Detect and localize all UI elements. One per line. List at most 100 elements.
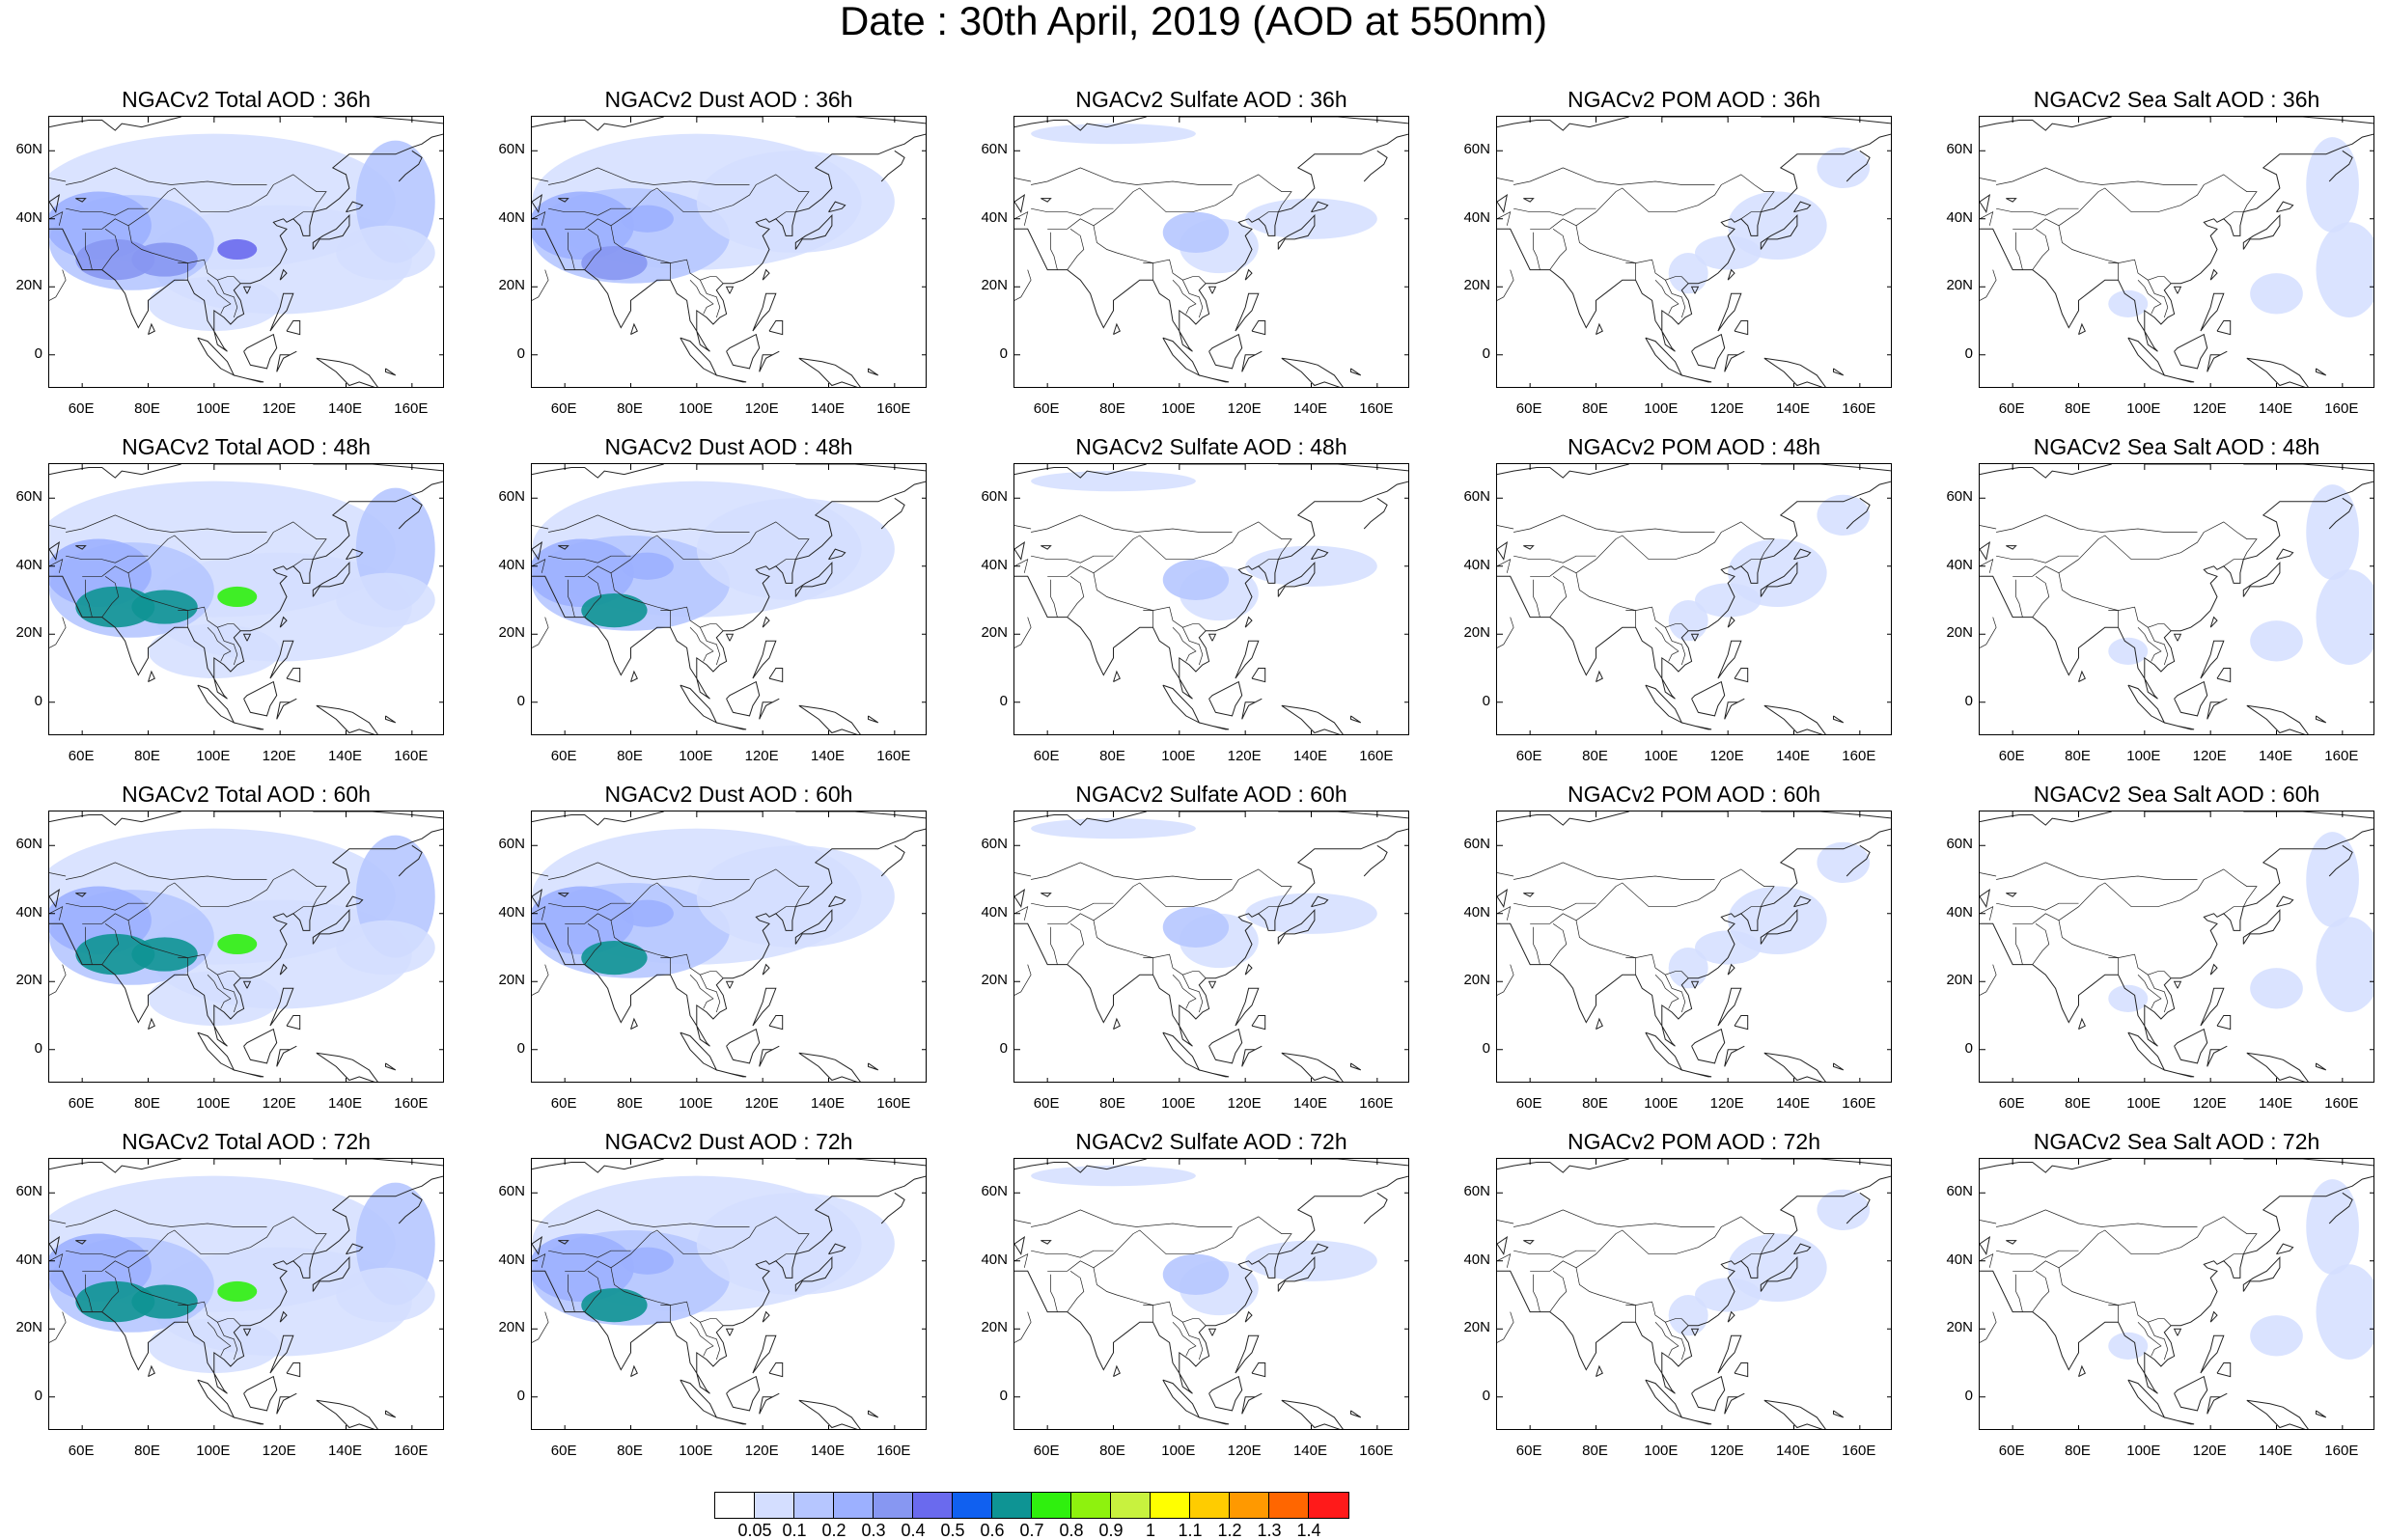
aod-region [581, 1287, 648, 1323]
country-border [2032, 576, 2050, 618]
country-border [565, 174, 810, 230]
country-border [699, 280, 721, 318]
lat-label: 40N [1946, 208, 1973, 226]
lat-label: 0 [1964, 1039, 1973, 1057]
lon-label: 120E [744, 400, 779, 417]
coastline [558, 893, 569, 897]
lon-label: 140E [2258, 1443, 2293, 1459]
panel-title: NGACv2 POM AOD : 36h [1567, 87, 1821, 112]
lat-label: 20N [1946, 624, 1973, 642]
lat-label: 20N [15, 624, 42, 642]
country-border [2058, 572, 2172, 631]
panel-title: NGACv2 Sulfate AOD : 60h [1075, 782, 1347, 807]
coastline [880, 150, 905, 182]
lon-label: 140E [1775, 1443, 1811, 1459]
country-border [610, 1267, 724, 1326]
map-panel-dust-48h: NGACv2 Dust AOD : 48h 60N 40N 20N 0 60E 80E 100… [483, 434, 965, 782]
lat-label: 20N [1463, 1319, 1490, 1336]
country-border [568, 232, 575, 270]
lon-label: 100E [196, 1095, 231, 1112]
country-border [1664, 1322, 1686, 1361]
country-border [127, 1267, 241, 1326]
coastline [2328, 497, 2353, 530]
lon-label: 120E [2192, 400, 2227, 417]
country-border [1625, 1305, 1636, 1323]
lon-label: 140E [810, 400, 846, 417]
aod-region [1162, 906, 1230, 948]
country-border [1031, 555, 1114, 564]
coastline [1596, 670, 1603, 683]
coastline [558, 1240, 569, 1245]
coastline [75, 893, 87, 897]
country-border [178, 262, 188, 281]
coastline [2127, 337, 2166, 377]
country-border [1093, 225, 1207, 284]
country-border [101, 1271, 120, 1312]
coastline [630, 1017, 638, 1031]
lat-label: 20N [981, 972, 1008, 989]
country-border [699, 975, 721, 1013]
coastline [1277, 561, 1316, 597]
coastline [795, 1159, 926, 1167]
coastline [1497, 889, 1509, 909]
country-border [1575, 1267, 1689, 1326]
country-border [292, 1253, 314, 1262]
colorbar-label: 0.7 [1019, 1521, 1044, 1540]
panel-title: NGACv2 Sea Salt AOD : 36h [2033, 87, 2320, 112]
colorbar-box [834, 1493, 874, 1518]
lon-label: 160E [1359, 1095, 1394, 1112]
country-border [1047, 868, 1292, 924]
coastline [1846, 150, 1871, 182]
coastline [2078, 670, 2086, 683]
coastline [1235, 1334, 1260, 1374]
colorbar-label: 0.2 [821, 1521, 847, 1540]
country-border [1654, 974, 1679, 1009]
coastline [752, 987, 777, 1027]
coastline [269, 292, 294, 332]
coastline [868, 368, 879, 376]
coastline [2328, 150, 2353, 182]
coastline [1278, 1159, 1408, 1167]
coastline [1691, 333, 1726, 370]
country-border [584, 1271, 602, 1312]
aod-region [532, 538, 634, 608]
coastline [2207, 1392, 2228, 1415]
country-border [1497, 269, 1514, 301]
country-border [689, 279, 714, 315]
coastline [1763, 1399, 1826, 1429]
map-panel-seasalt-60h: NGACv2 Sea Salt AOD : 60h 60N 40N 20N 0 60E 80… [1930, 782, 2387, 1129]
aod-map [49, 1159, 443, 1429]
country-border [1050, 926, 1058, 965]
coastline [1793, 1243, 1812, 1255]
aod-map [49, 464, 443, 734]
country-border [2012, 521, 2258, 577]
country-border [1740, 1253, 1762, 1262]
country-border [1980, 964, 1997, 996]
coastline [1497, 117, 1629, 131]
coastline [880, 497, 905, 530]
aod-map [532, 811, 926, 1082]
coastline [532, 828, 926, 1047]
aod-region [532, 191, 634, 261]
aod-region [1031, 471, 1196, 492]
coastline [868, 1410, 879, 1418]
coastline [1241, 1045, 1263, 1067]
lon-label: 100E [1161, 1095, 1196, 1112]
lat-label: 20N [1946, 972, 1973, 989]
country-border [1575, 225, 1689, 284]
coastline [532, 811, 664, 826]
coastline [1497, 194, 1509, 214]
coastline [242, 286, 252, 294]
country-border [1497, 178, 1514, 182]
map-frame [1496, 463, 1892, 735]
coastline [1717, 1334, 1742, 1374]
coastline [385, 1410, 397, 1418]
country-border [82, 868, 327, 924]
country-border [1014, 269, 1032, 301]
coastline [2173, 980, 2182, 989]
coastline [398, 1192, 423, 1224]
lon-label: 140E [327, 1095, 363, 1112]
country-border [1031, 862, 1233, 880]
coastline [532, 541, 543, 562]
aod-region [581, 940, 648, 976]
